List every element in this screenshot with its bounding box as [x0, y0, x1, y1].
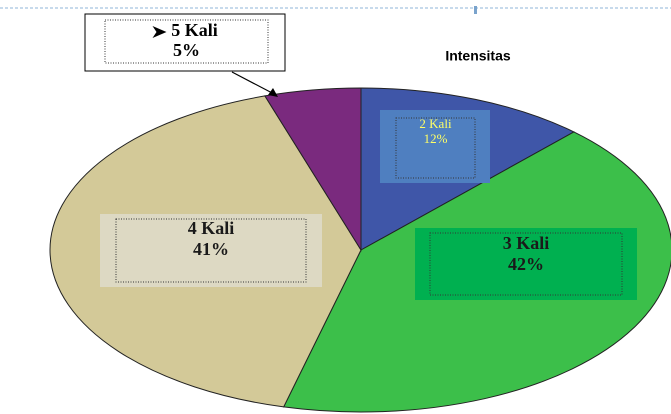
slice-label: 2 Kali	[419, 116, 452, 131]
label-box	[380, 110, 490, 183]
label-frame	[429, 232, 623, 296]
slice-value: 41%	[193, 239, 229, 259]
chart-title: Intensitas	[445, 48, 511, 64]
slice-label: 4 Kali	[188, 218, 235, 238]
slice-label: 3 Kali	[503, 233, 550, 253]
pie-slice	[264, 87, 362, 252]
label-box	[100, 214, 322, 287]
slice-value: 42%	[508, 254, 544, 274]
label-frame	[115, 218, 307, 283]
label-box	[84, 13, 286, 72]
slice-value: 5%	[173, 40, 200, 60]
label-frame	[395, 117, 476, 179]
slice-value: 12%	[424, 131, 448, 146]
bullet-arrow	[152, 26, 167, 38]
label-box	[415, 228, 637, 300]
label-frame	[104, 19, 269, 64]
leader-line	[231, 71, 277, 96]
slice-label: 5 Kali	[171, 20, 218, 40]
leader-arrow	[268, 88, 278, 97]
rule-tick	[474, 6, 477, 14]
